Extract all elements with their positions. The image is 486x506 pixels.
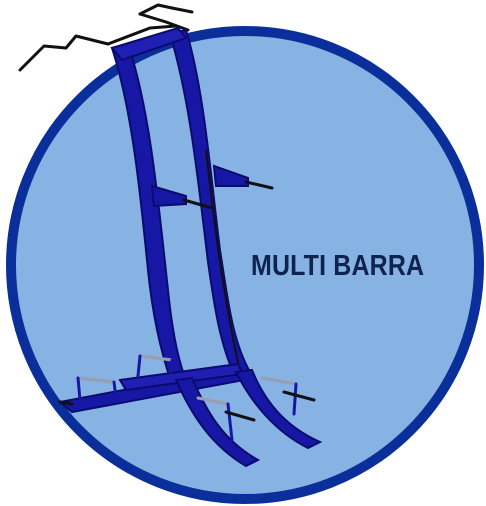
- top-grip-bars: [18, 3, 194, 72]
- rung-posts: [76, 354, 298, 442]
- left-dip-handle: [150, 184, 214, 210]
- right-dip-handle: [212, 164, 274, 190]
- top-crossbar: [110, 26, 188, 62]
- upright-edge-line: [205, 149, 241, 373]
- front-left-foot: [174, 376, 261, 468]
- front-right-foot: [234, 368, 323, 450]
- foot-bars: [58, 390, 316, 422]
- product-title: MULTI BARRA: [251, 250, 425, 282]
- foot-rungs: [76, 354, 298, 406]
